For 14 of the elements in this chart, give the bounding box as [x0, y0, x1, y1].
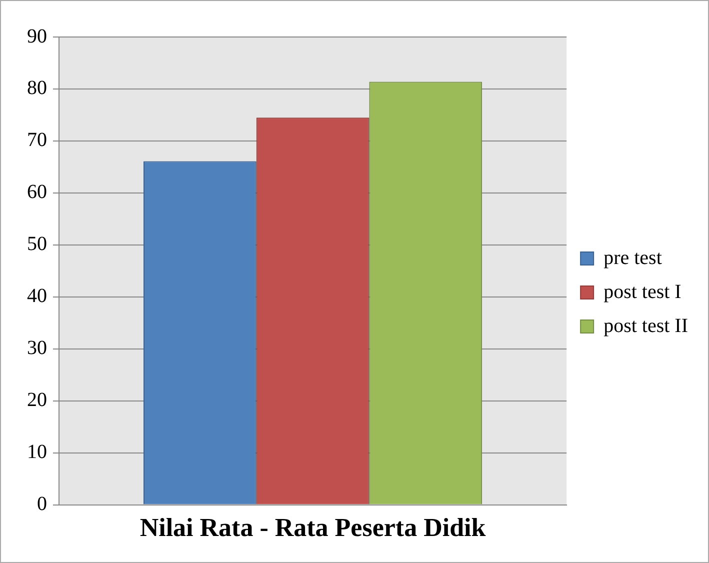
- legend-label: post test I: [604, 280, 682, 303]
- y-tick-label: 60: [27, 181, 47, 204]
- y-tick-label: 0: [37, 493, 47, 516]
- y-tick-label: 30: [27, 337, 47, 360]
- y-tick-label: 40: [27, 285, 47, 308]
- y-tick-label: 20: [27, 389, 47, 412]
- legend-label: pre test: [604, 246, 662, 269]
- y-tick-label: 70: [27, 129, 47, 152]
- y-tick-label: 10: [27, 441, 47, 464]
- y-tick-label: 90: [27, 25, 47, 48]
- legend-label: post test II: [604, 314, 688, 337]
- y-tick-label: 80: [27, 77, 47, 100]
- y-tick-label: 50: [27, 233, 47, 256]
- x-tick-label: Nilai Rata - Rata Peserta Didik: [140, 513, 486, 542]
